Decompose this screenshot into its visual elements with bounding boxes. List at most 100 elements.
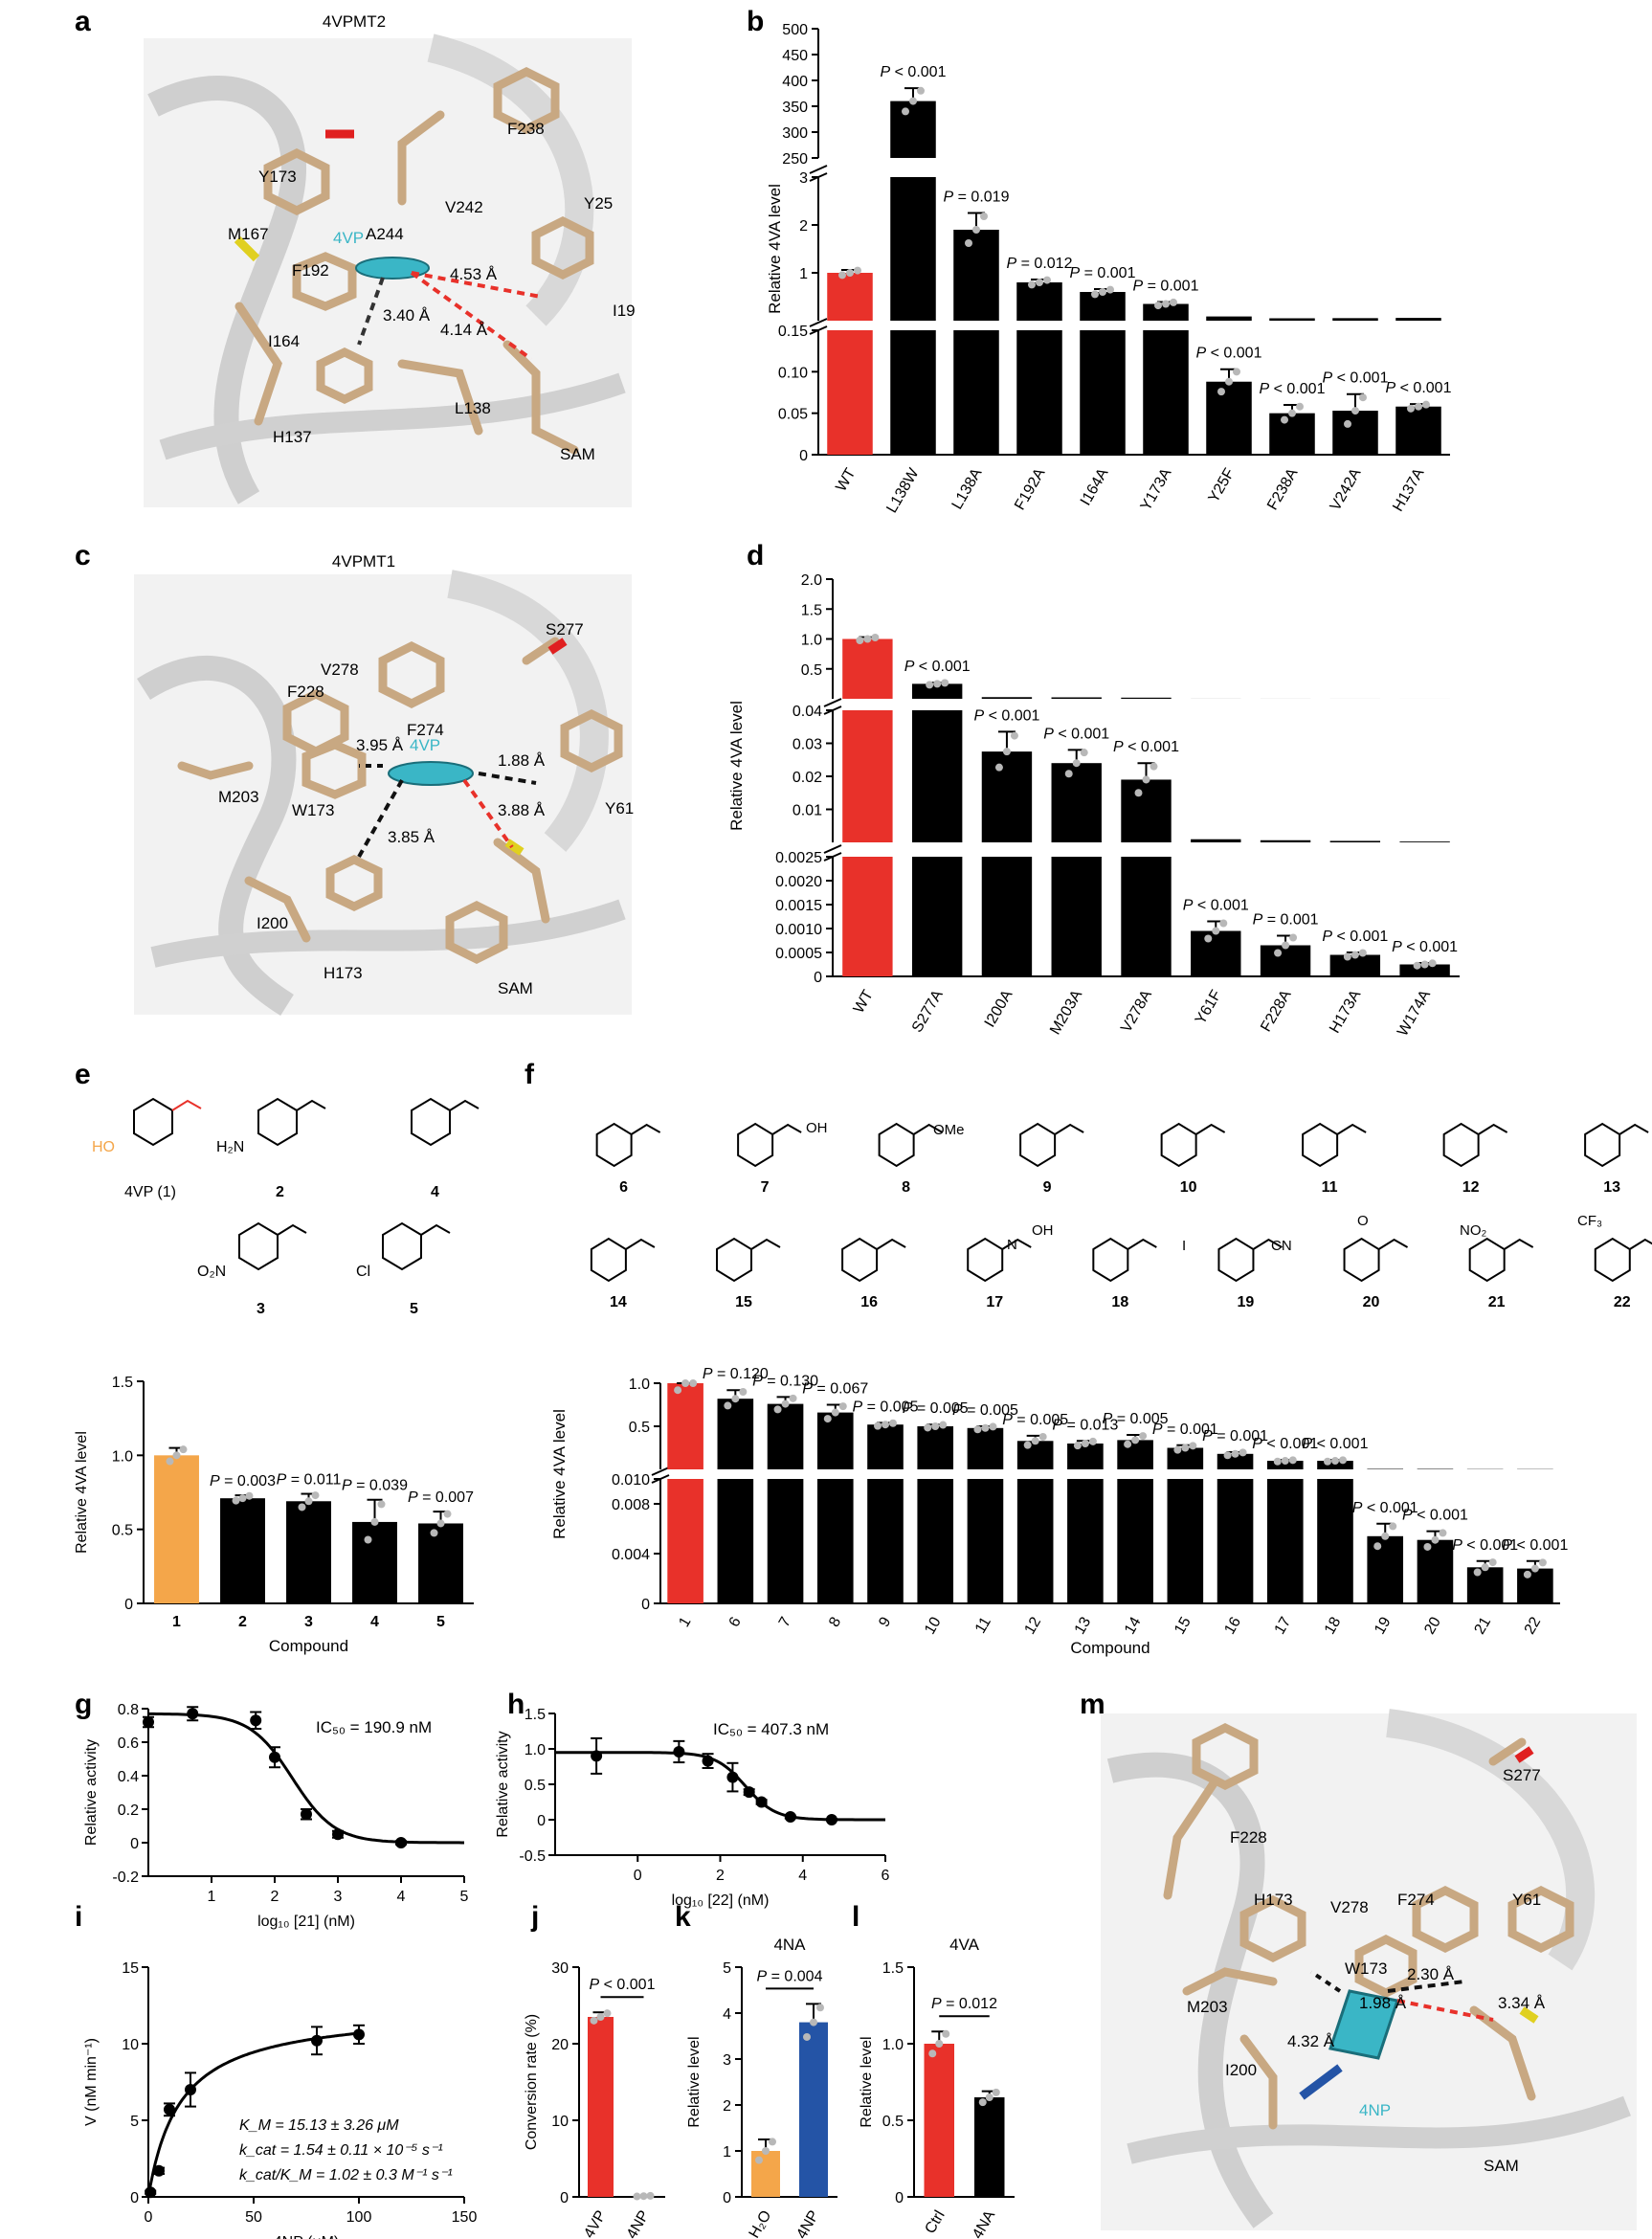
svg-text:Y61: Y61 xyxy=(1512,1891,1541,1909)
data-point xyxy=(931,1422,940,1430)
data-point xyxy=(882,1421,889,1429)
svg-text:W173: W173 xyxy=(1345,1959,1387,1978)
data-point xyxy=(311,2034,323,2047)
y-tick-label: 0 xyxy=(124,1597,133,1613)
panel-m-structure xyxy=(1101,1709,1637,2230)
data-point xyxy=(863,635,872,643)
data-point xyxy=(1289,933,1298,942)
data-point xyxy=(1282,941,1290,950)
bar xyxy=(1266,1461,1304,1469)
data-point xyxy=(1081,1440,1089,1447)
x-axis-label: Compound xyxy=(269,1637,348,1655)
panel-label-j: j xyxy=(530,1901,539,1933)
bar xyxy=(1332,318,1378,321)
svg-text:Cl: Cl xyxy=(356,1264,370,1280)
panel-label-k: k xyxy=(675,1901,691,1933)
y-tick-label: 1.5 xyxy=(112,1375,133,1391)
svg-text:F228: F228 xyxy=(287,683,324,701)
bar xyxy=(816,1479,854,1603)
compound-ring xyxy=(1217,1237,1283,1283)
compound-number: 15 xyxy=(735,1294,752,1310)
bar xyxy=(1016,1479,1054,1603)
data-point xyxy=(1131,1436,1140,1444)
compound-number: 17 xyxy=(986,1294,1003,1310)
x-tick-label: 15 xyxy=(1172,1614,1194,1637)
y-tick-label: 0 xyxy=(560,2190,569,2206)
svg-text:4VP: 4VP xyxy=(333,229,364,247)
data-point xyxy=(603,2009,612,2018)
data-point xyxy=(1038,1432,1047,1441)
compound-ring xyxy=(716,1237,781,1283)
data-point xyxy=(846,269,854,277)
data-point xyxy=(1181,1444,1190,1452)
data-point xyxy=(187,1708,199,1720)
data-point xyxy=(726,1771,739,1783)
data-point xyxy=(1523,1570,1531,1578)
compound-ring xyxy=(1594,1237,1652,1283)
bar xyxy=(1080,292,1126,321)
svg-text:I200: I200 xyxy=(257,914,288,932)
svg-text:F274: F274 xyxy=(407,721,444,739)
bar xyxy=(981,857,1033,976)
y-tick-label: 3 xyxy=(723,2052,731,2069)
data-point xyxy=(1273,1457,1282,1466)
svg-text:S277: S277 xyxy=(546,620,584,638)
data-point xyxy=(1351,951,1359,959)
p-value-label: P = 0.120 xyxy=(703,1366,769,1382)
y-axis-label: Relative activity xyxy=(495,1731,511,1837)
bar xyxy=(352,1521,397,1603)
data-point xyxy=(153,2164,165,2177)
y-axis-label: Relative level xyxy=(686,2036,703,2127)
axis-break-mark xyxy=(651,1467,670,1484)
y-axis-label: V (nM min⁻¹) xyxy=(83,2038,100,2126)
x-tick-label: 2 xyxy=(271,1889,279,1905)
x-tick-label: 4NA xyxy=(970,2207,998,2239)
y-tick-label: 500 xyxy=(782,22,808,38)
bar xyxy=(1117,1479,1153,1603)
p-value-label: P = 0.004 xyxy=(757,1968,823,1984)
p-value-label: P = 0.001 xyxy=(1253,912,1319,929)
data-point xyxy=(1225,377,1233,386)
data-point xyxy=(1072,759,1081,768)
x-tick-label: 5 xyxy=(460,1889,469,1905)
data-point xyxy=(443,1510,452,1518)
data-point xyxy=(1162,300,1170,308)
data-point xyxy=(646,2191,655,2200)
svg-text:H173: H173 xyxy=(324,964,363,982)
y-tick-label: 0.04 xyxy=(793,704,822,720)
x-tick-label: H₂O xyxy=(747,2208,775,2239)
data-point xyxy=(1189,1442,1197,1450)
y-tick-label: 30 xyxy=(551,1960,569,1977)
bar xyxy=(953,230,999,321)
data-point xyxy=(353,2028,365,2041)
data-point xyxy=(1281,415,1288,424)
data-point xyxy=(1091,290,1099,299)
svg-text:3.40 Å: 3.40 Å xyxy=(383,306,431,325)
data-point xyxy=(143,1716,154,1728)
p-value-label: P < 0.001 xyxy=(1402,1508,1468,1524)
svg-text:5: 5 xyxy=(410,1301,418,1317)
bar xyxy=(924,2044,954,2197)
bar xyxy=(1329,954,1381,976)
x-tick-label: 4 xyxy=(397,1889,406,1905)
bar xyxy=(1206,381,1252,455)
svg-text:Y25: Y25 xyxy=(584,194,613,213)
x-tick-label: F192A xyxy=(1012,465,1048,513)
y-tick-label: 0.0015 xyxy=(775,898,822,914)
svg-text:M167: M167 xyxy=(228,225,269,243)
bar xyxy=(1332,411,1378,455)
y-tick-label: 250 xyxy=(782,151,808,168)
data-point xyxy=(856,637,864,644)
p-value-label: P < 0.001 xyxy=(881,64,947,80)
bar xyxy=(588,2017,614,2197)
svg-text:A244: A244 xyxy=(366,225,404,243)
p-value-label: P = 0.005 xyxy=(952,1402,1018,1419)
data-point xyxy=(1358,949,1367,957)
y-tick-label: 0 xyxy=(799,448,808,464)
data-point xyxy=(1431,1535,1440,1544)
data-point xyxy=(311,1491,320,1500)
bar xyxy=(1051,763,1102,842)
data-point xyxy=(1351,407,1359,415)
p-value-label: P = 0.005 xyxy=(853,1399,919,1415)
bar xyxy=(1121,779,1172,842)
